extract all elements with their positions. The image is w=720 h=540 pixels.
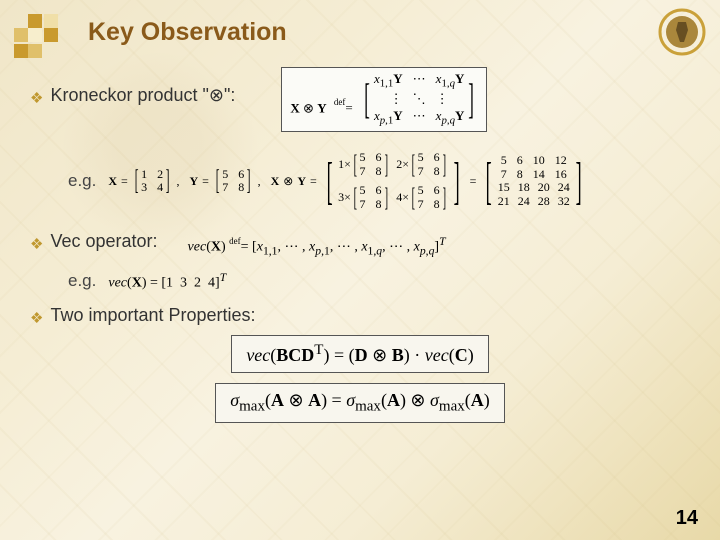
- bullet-kronecker-label: Kroneckor product "⊗":: [50, 85, 235, 106]
- diamond-icon: ❖: [30, 309, 43, 327]
- corner-decoration: [14, 14, 74, 74]
- slide-title: Key Observation: [88, 18, 690, 47]
- eg-label-1: e.g.: [68, 171, 96, 191]
- diamond-icon: ❖: [30, 235, 43, 253]
- def-superscript: def: [334, 97, 346, 107]
- bullet-properties-label: Two important Properties:: [50, 305, 255, 326]
- page-number: 14: [676, 507, 698, 530]
- property-1-box: vec(BCDT) = (D ⊗ B) · vec(C): [231, 335, 488, 373]
- vec-definition: vec(X) def= [x1,1, ⋯ , xp,1, ⋯ , x1,q, ⋯…: [188, 235, 446, 257]
- university-logo: [658, 8, 706, 56]
- eg-label-2: e.g.: [68, 271, 96, 291]
- bullet-vec-label: Vec operator:: [50, 231, 157, 252]
- property-2-box: σmax(A ⊗ A) = σmax(A) ⊗ σmax(A): [215, 383, 504, 423]
- kronecker-definition-box: X ⊗ Y def= [ x1,1Y⋯x1,qY ⋮⋱⋮ xp,1Y⋯xp,qY…: [281, 67, 487, 132]
- kron-example: X = [1234], Y = [5678], X ⊗ Y = [ 1×[567…: [108, 150, 587, 213]
- vec-example: vec(X) = [1 3 2 4]T: [108, 271, 226, 292]
- bullet-kronecker: ❖ Kroneckor product "⊗":: [30, 85, 235, 107]
- bullet-properties: ❖ Two important Properties:: [30, 305, 690, 327]
- diamond-icon: ❖: [30, 89, 43, 107]
- bullet-vec: ❖ Vec operator:: [30, 231, 158, 253]
